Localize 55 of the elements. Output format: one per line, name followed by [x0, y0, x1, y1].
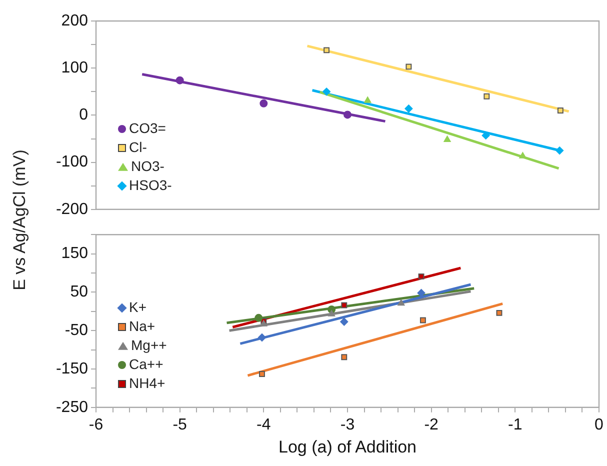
x-tick-label: -1: [508, 416, 522, 434]
legend-label: Cl-: [129, 138, 147, 158]
y-tick-label: 0: [79, 106, 88, 124]
y-tick-label: -150: [56, 360, 88, 378]
x-tick-label: -3: [340, 416, 355, 434]
point: [420, 317, 426, 324]
point: [444, 136, 451, 142]
x-axis-title: Log (a) of Addition: [278, 437, 416, 456]
y-tick-label: 50: [70, 284, 88, 301]
point: [260, 99, 268, 108]
y-tick-label: -250: [56, 398, 88, 416]
legend-label: K+: [129, 298, 147, 318]
legend-label: NO3-: [131, 157, 164, 176]
point: [259, 371, 265, 377]
point: [418, 273, 424, 280]
y-axis-title: E vs Ag/AgCl (mV): [10, 150, 30, 290]
point: [557, 108, 564, 114]
point: [364, 96, 372, 103]
x-tick-label: -4: [256, 416, 271, 434]
point: [417, 288, 426, 297]
point: [344, 110, 352, 119]
point: [406, 64, 412, 70]
point: [404, 104, 413, 113]
point: [260, 320, 268, 326]
legend-label: Na+: [129, 317, 156, 336]
point: [176, 76, 184, 84]
point: [254, 314, 263, 322]
y-tick-label: 200: [61, 12, 88, 30]
y-tick-label: 150: [61, 245, 88, 262]
legend-label: HSO3-: [129, 176, 172, 196]
point: [556, 146, 564, 155]
point: [496, 310, 502, 316]
x-tick-label: -5: [172, 416, 188, 434]
point: [482, 131, 490, 140]
legend-label: CO3=: [129, 119, 166, 138]
point: [341, 354, 348, 360]
point: [398, 299, 405, 306]
y-tick-label: -50: [64, 322, 88, 340]
legend-label: NH4+: [129, 374, 166, 394]
x-tick-label: 0: [594, 416, 604, 434]
x-tick-label: -2: [424, 416, 439, 434]
x-tick-label: -6: [88, 416, 104, 434]
point: [341, 302, 348, 308]
legend-label: Mg++: [131, 336, 167, 356]
point: [258, 334, 266, 342]
y-tick-label: -100: [56, 154, 88, 171]
y-tick-label: -200: [56, 200, 88, 218]
point: [340, 318, 348, 326]
point: [324, 47, 330, 54]
legend-label: Ca++: [129, 355, 164, 374]
point: [322, 88, 331, 96]
point: [519, 152, 526, 158]
y-tick-label: 100: [61, 60, 88, 77]
point: [328, 310, 336, 316]
point: [484, 93, 490, 100]
